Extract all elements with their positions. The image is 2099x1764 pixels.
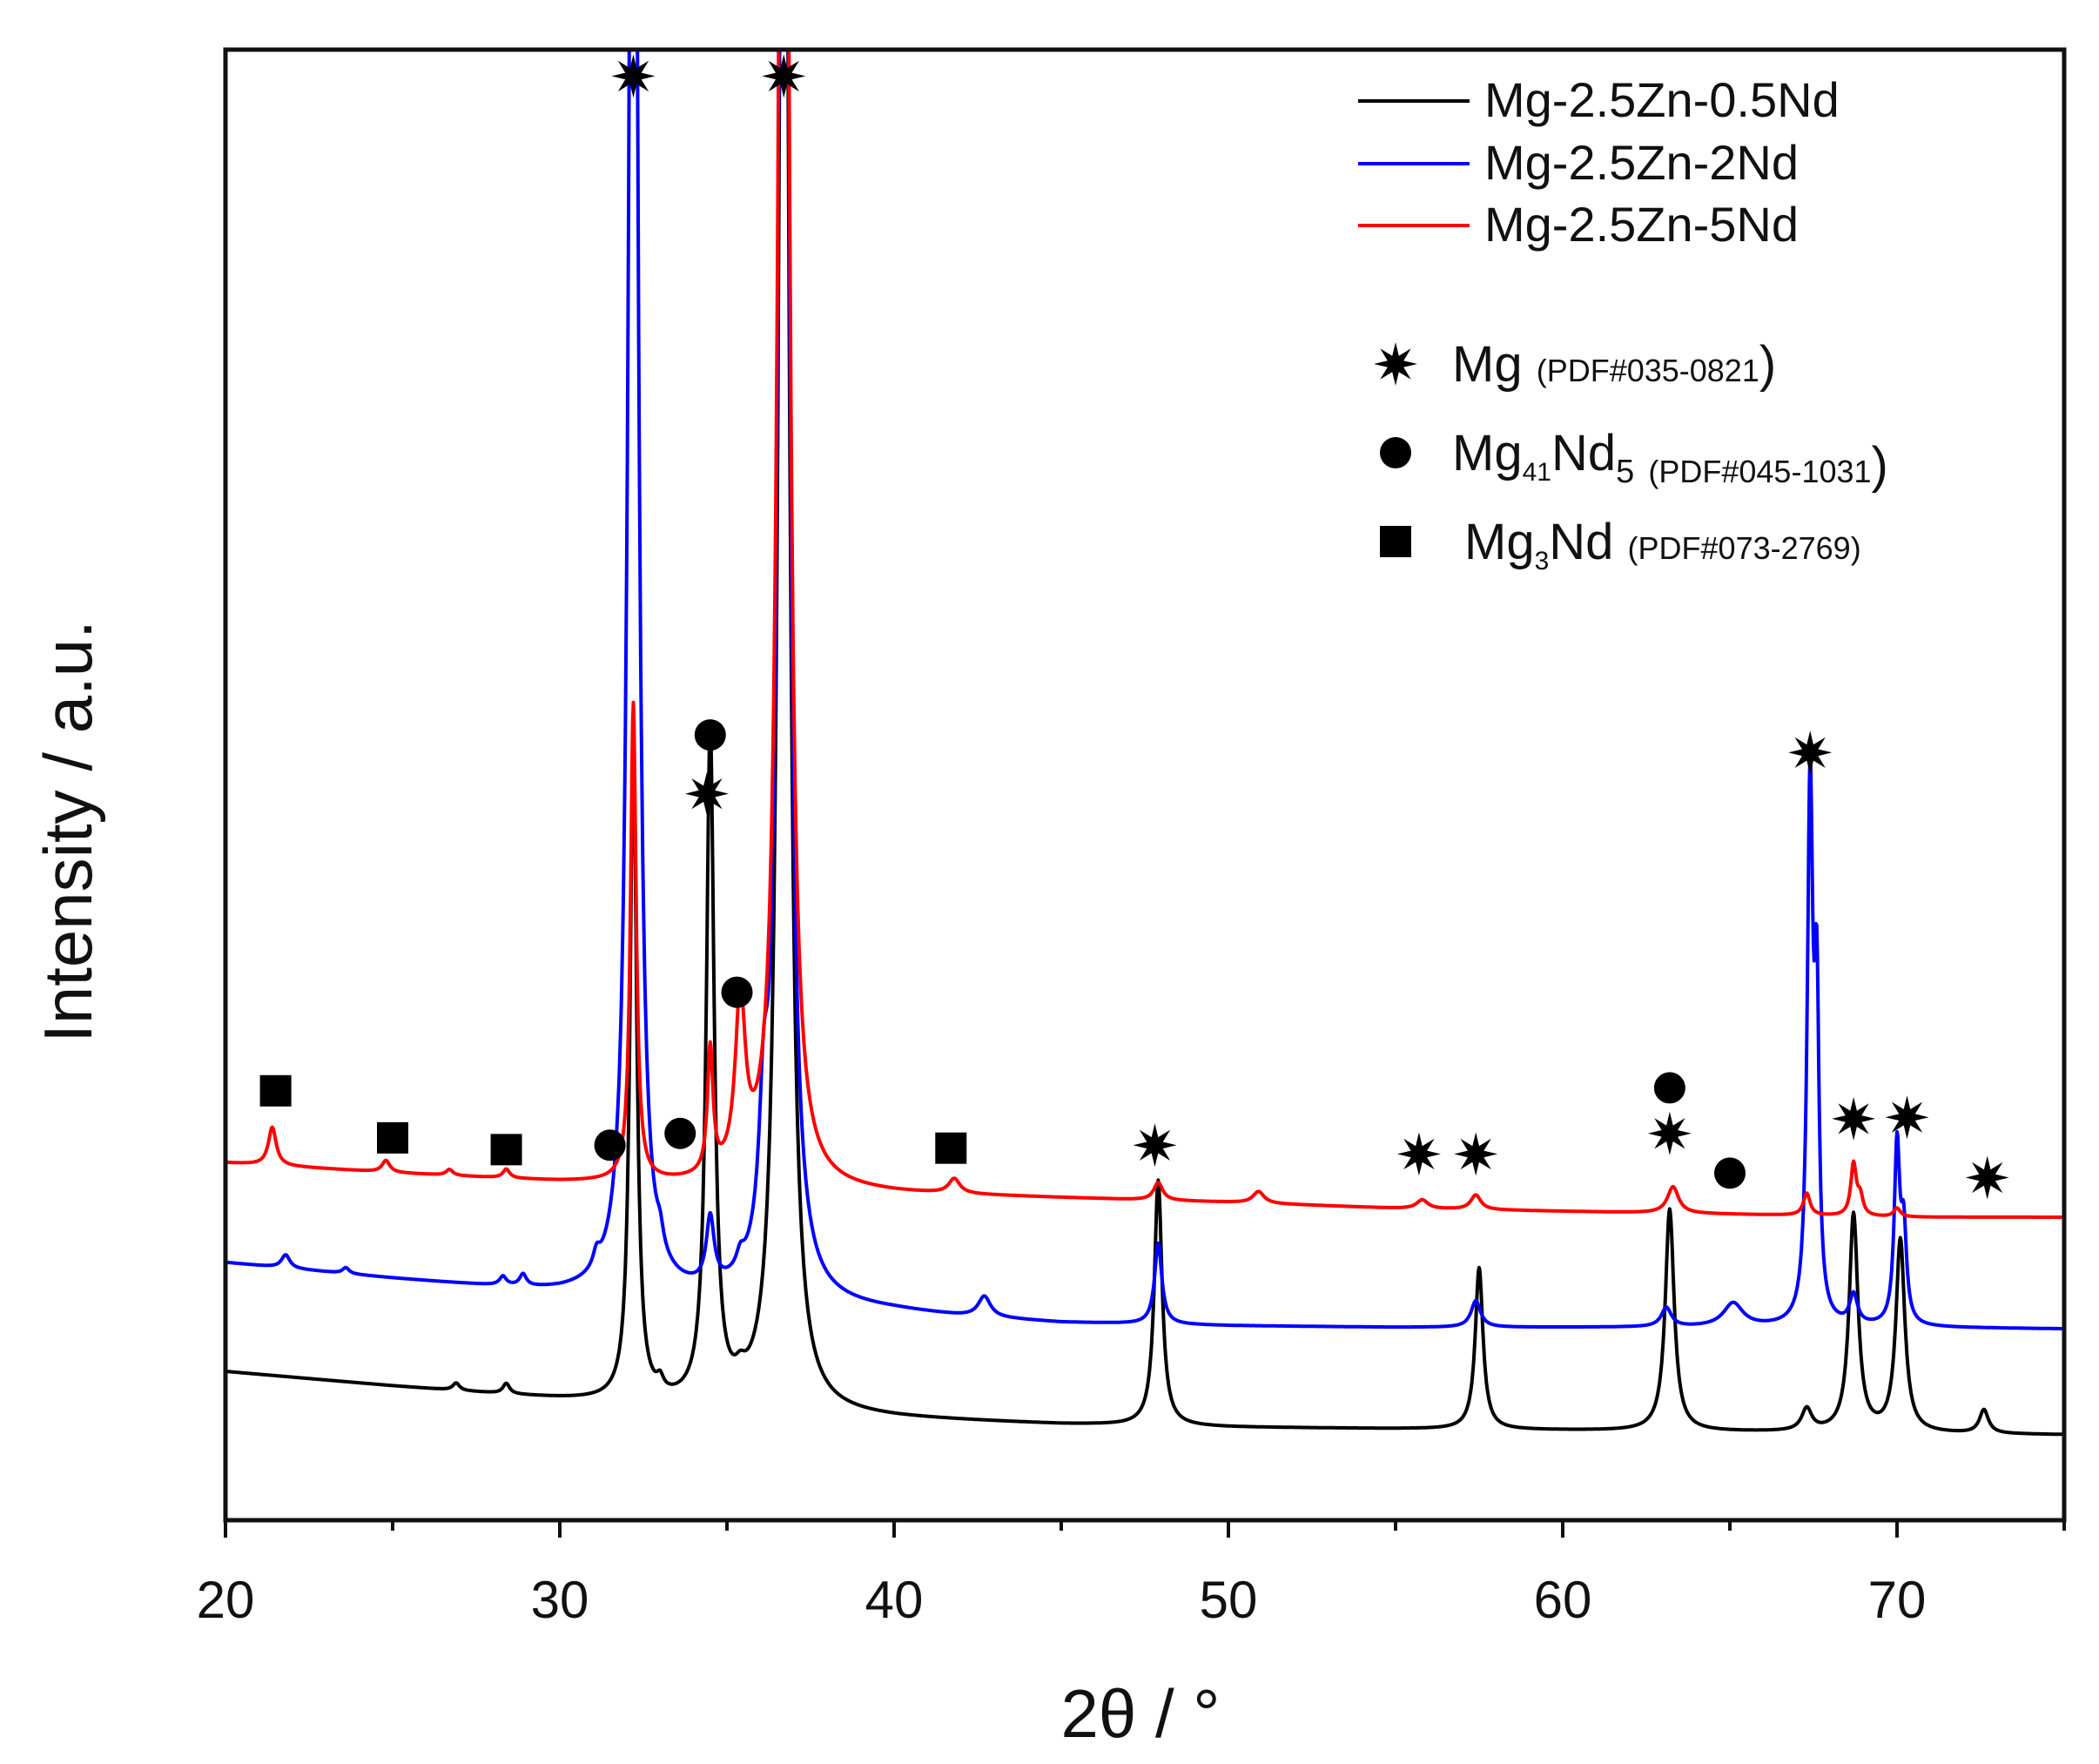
y-axis-label: Intensity / a.u. — [30, 620, 106, 1043]
x-tick-label: 50 — [1200, 1571, 1258, 1629]
series-line-0 — [225, 50, 2064, 1437]
circle-marker — [594, 1129, 626, 1161]
legend-label-0: Mg-2.5Zn-0.5Nd — [1484, 72, 1840, 127]
star-marker — [1396, 1132, 1441, 1176]
circle-marker — [721, 976, 753, 1008]
series-legend: Mg-2.5Zn-0.5Nd Mg-2.5Zn-2Nd Mg-2.5Zn-5Nd — [1358, 72, 1840, 252]
x-tick-label: 30 — [531, 1571, 589, 1629]
square-marker — [935, 1132, 967, 1164]
x-axis-label: 2θ / ° — [1061, 1675, 1221, 1752]
star-marker — [1788, 731, 1833, 775]
series-line-2 — [225, 50, 2064, 1219]
star-marker — [685, 771, 729, 816]
star-marker — [1965, 1155, 2009, 1200]
legend-label-1: Mg-2.5Zn-2Nd — [1484, 135, 1799, 190]
square-marker — [259, 1074, 292, 1107]
legend-label-2: Mg-2.5Zn-5Nd — [1484, 197, 1799, 252]
x-tick-label: 20 — [197, 1571, 255, 1629]
x-tick-label: 70 — [1868, 1571, 1927, 1629]
phase-legend-label-1: Mg41Nd5 (PDF#045-1031) — [1452, 425, 1888, 494]
phase-legend-label-2: Mg3Nd (PDF#073-2769) — [1464, 514, 1861, 576]
plot-frame — [223, 47, 2067, 1523]
phase-legend-label-0: Mg (PDF#035-0821) — [1452, 336, 1776, 393]
x-tick-label: 40 — [865, 1571, 924, 1629]
star-marker — [1454, 1132, 1498, 1176]
phase-legend: Mg (PDF#035-0821) Mg41Nd5 (PDF#045-1031) M… — [1374, 336, 1888, 576]
circle-marker — [664, 1117, 696, 1149]
star-marker — [1133, 1123, 1177, 1168]
phase-legend-square-icon — [1380, 526, 1411, 557]
phase-legend-star-icon — [1374, 342, 1417, 386]
circle-marker — [1653, 1072, 1685, 1104]
square-marker — [490, 1134, 522, 1166]
star-marker — [1832, 1096, 1876, 1141]
phase-legend-circle-icon — [1380, 437, 1411, 468]
star-marker — [762, 54, 806, 98]
circle-marker — [694, 719, 726, 751]
star-marker — [1647, 1111, 1692, 1155]
x-tick-label: 60 — [1534, 1571, 1592, 1629]
star-marker — [611, 54, 656, 98]
series-layer — [225, 50, 2064, 1437]
circle-marker — [1714, 1157, 1746, 1189]
star-marker — [1885, 1095, 1929, 1140]
x-axis-ticks: 20 30 40 50 60 70 — [197, 1520, 2066, 1629]
phase-markers — [259, 54, 2009, 1200]
series-line-1 — [225, 50, 2064, 1330]
square-marker — [377, 1121, 408, 1154]
